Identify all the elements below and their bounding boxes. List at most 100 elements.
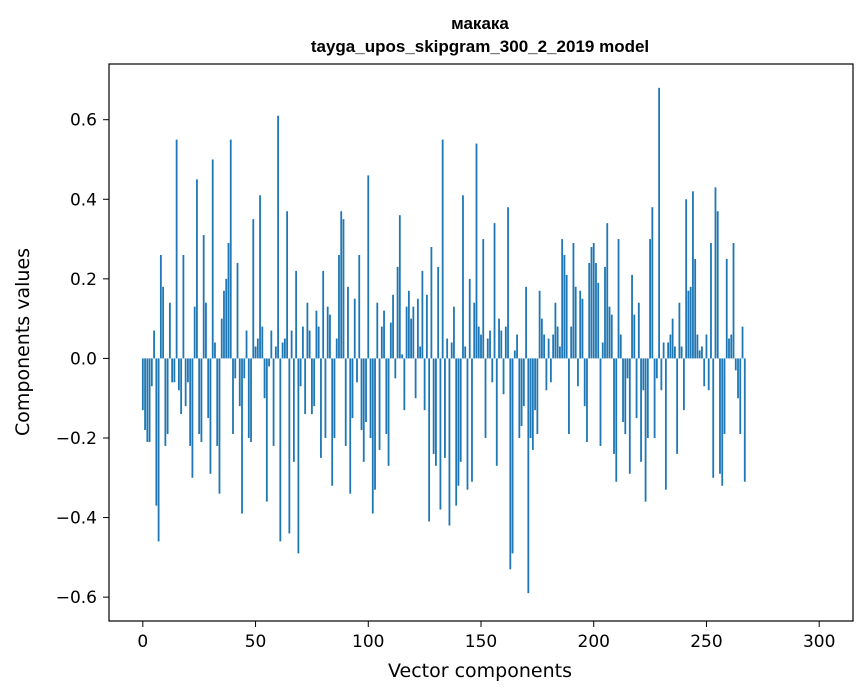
- bar-36: [223, 290, 225, 359]
- bar-240: [683, 358, 685, 411]
- bar-59: [274, 346, 277, 359]
- bar-30: [209, 358, 212, 474]
- bar-222: [642, 358, 645, 391]
- bar-180: [547, 338, 550, 359]
- x-tick-label: 150: [465, 632, 497, 652]
- bar-224: [646, 358, 649, 438]
- bar-172: [529, 358, 532, 438]
- bar-214: [624, 358, 627, 434]
- bar-14: [173, 358, 176, 383]
- bar-161: [504, 326, 507, 359]
- x-tick-label: 100: [352, 632, 384, 652]
- bar-20: [187, 358, 189, 383]
- chart-subtitle: tayga_upos_skipgram_300_2_2019 model: [311, 37, 649, 56]
- bar-63: [283, 338, 286, 359]
- bar-159: [500, 330, 503, 359]
- bar-229: [658, 87, 661, 359]
- bar-202: [597, 282, 600, 359]
- bar-119: [410, 318, 413, 359]
- bar-64: [286, 211, 289, 359]
- bar-33: [216, 358, 219, 446]
- bar-198: [588, 262, 591, 359]
- bar-133: [441, 139, 444, 359]
- bar-138: [453, 306, 455, 359]
- x-tick-label: 50: [245, 632, 267, 652]
- bar-11: [166, 358, 169, 434]
- bar-204: [601, 342, 604, 359]
- bar-135: [446, 338, 449, 359]
- bar-173: [531, 358, 534, 450]
- bar-125: [423, 358, 426, 411]
- bar-88: [340, 211, 343, 359]
- bar-66: [290, 330, 293, 359]
- bar-228: [655, 358, 658, 379]
- bar-3: [148, 358, 151, 442]
- bar-58: [272, 358, 275, 446]
- bar-47: [247, 358, 250, 438]
- bar-111: [392, 294, 394, 359]
- bar-176: [538, 290, 541, 359]
- bar-124: [421, 270, 424, 359]
- bar-156: [493, 223, 496, 359]
- bar-179: [545, 358, 548, 391]
- bar-245: [694, 258, 697, 359]
- bar-237: [676, 358, 679, 454]
- bar-55: [265, 358, 268, 502]
- bar-235: [671, 318, 674, 359]
- bar-95: [356, 358, 358, 383]
- bar-152: [484, 358, 487, 438]
- bar-70: [299, 358, 302, 387]
- bar-87: [338, 254, 340, 359]
- y-tick-label: −0.2: [56, 429, 97, 449]
- bar-211: [617, 239, 620, 359]
- bar-217: [631, 274, 633, 359]
- bar-252: [710, 243, 712, 359]
- bar-112: [394, 358, 397, 379]
- bar-221: [640, 358, 642, 462]
- bar-106: [380, 326, 383, 359]
- bar-151: [482, 239, 485, 359]
- y-tick-label: −0.6: [56, 588, 97, 608]
- bar-series: [141, 87, 746, 594]
- bar-226: [651, 207, 654, 359]
- bar-215: [626, 358, 629, 379]
- bar-42: [236, 262, 239, 359]
- y-axis-ticks: −0.6 −0.4 −0.2 0.0 0.2 0.4 0.6: [56, 111, 109, 608]
- bar-89: [342, 219, 345, 359]
- bar-29: [207, 358, 210, 419]
- bar-4: [150, 358, 153, 387]
- bar-9: [162, 286, 165, 359]
- bar-194: [579, 290, 582, 359]
- bar-182: [552, 334, 555, 359]
- bar-169: [522, 358, 525, 407]
- bar-129: [432, 358, 435, 454]
- bar-132: [439, 358, 442, 510]
- bar-157: [495, 358, 498, 466]
- bar-244: [692, 191, 694, 359]
- bar-103: [374, 358, 376, 490]
- bar-208: [610, 314, 613, 359]
- bar-2: [146, 358, 149, 442]
- bar-12: [168, 302, 171, 359]
- bar-73: [306, 302, 309, 359]
- bar-139: [455, 358, 458, 506]
- bar-61: [279, 358, 282, 542]
- bar-183: [554, 302, 557, 359]
- bar-149: [477, 326, 480, 359]
- bar-238: [678, 302, 681, 359]
- bar-8: [159, 254, 162, 359]
- bar-86: [335, 338, 338, 359]
- bar-109: [387, 358, 390, 466]
- bar-71: [301, 326, 304, 359]
- bar-216: [628, 358, 631, 474]
- bar-148: [475, 143, 478, 359]
- bar-233: [667, 342, 670, 359]
- bar-98: [362, 358, 365, 462]
- bar-225: [649, 239, 651, 359]
- bar-188: [565, 274, 568, 359]
- bar-167: [518, 358, 521, 438]
- bar-101: [369, 358, 372, 438]
- bar-120: [412, 306, 415, 359]
- bar-54: [263, 358, 266, 399]
- bar-227: [653, 358, 656, 438]
